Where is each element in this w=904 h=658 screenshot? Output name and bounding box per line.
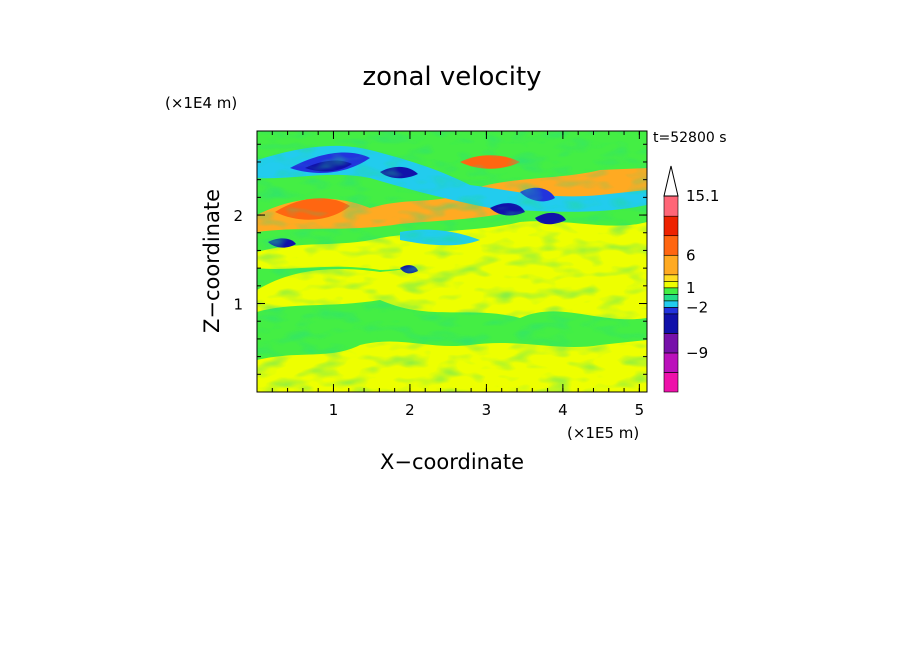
colorbar-extend-arrow (663, 165, 679, 197)
field-texture (257, 131, 647, 392)
colorbar-tick-label: 1 (686, 279, 696, 297)
x-axis-ticks: 1 2 3 4 5 (271, 131, 645, 419)
colorbar-labels: 15.1 6 1−2 −9 (686, 187, 719, 362)
x-tick-label: 1 (329, 401, 339, 419)
colorbar-swatch (663, 300, 679, 308)
y-unit-label: (×1E4 m) (165, 94, 237, 112)
colorbar-swatch (663, 287, 679, 295)
x-tick-label: 4 (558, 401, 568, 419)
colorbar-swatch (663, 352, 679, 373)
y-axis-label: Z−coordinate (200, 189, 224, 333)
colorbar-swatch (663, 281, 679, 289)
colorbar (663, 165, 679, 393)
contour-field (257, 131, 647, 392)
x-tick-label: 2 (405, 401, 415, 419)
colorbar-tick-label: 6 (686, 246, 696, 264)
colorbar-swatch (663, 235, 679, 256)
colorbar-swatch (663, 195, 679, 217)
colorbar-tick-label: 15.1 (686, 187, 719, 205)
colorbar-swatch (663, 313, 679, 334)
colorbar-swatch (663, 333, 679, 354)
x-tick-label: 5 (635, 401, 645, 419)
colorbar-swatch (663, 372, 679, 393)
colorbar-tick-label: −9 (686, 344, 708, 362)
y-tick-label: 1 (233, 296, 243, 314)
chart-title: zonal velocity (362, 62, 541, 92)
time-label: t=52800 s (653, 130, 727, 146)
colorbar-swatch (663, 307, 679, 315)
colorbar-swatch (663, 215, 679, 237)
x-unit-label: (×1E5 m) (567, 424, 639, 442)
y-tick-label: 2 (233, 207, 243, 225)
colorbar-swatch (663, 294, 679, 302)
colorbar-tick-label: −2 (686, 298, 708, 316)
plot-frame (256, 130, 648, 393)
colorbar-swatch (663, 254, 679, 276)
colorbar-swatch (663, 274, 679, 282)
x-tick-label: 3 (482, 401, 492, 419)
y-axis-ticks: 12 (233, 143, 647, 375)
x-axis-label: X−coordinate (380, 450, 524, 474)
